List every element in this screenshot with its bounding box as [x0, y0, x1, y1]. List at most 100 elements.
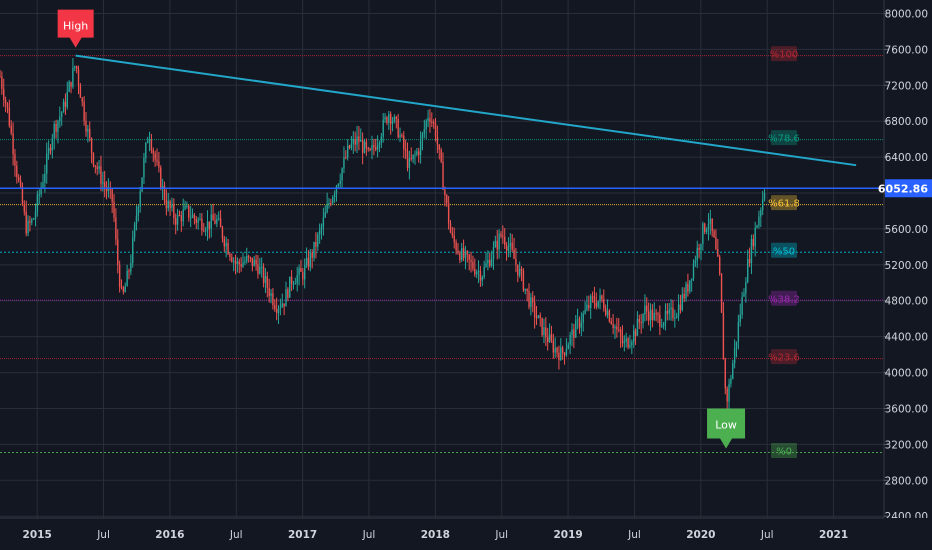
candle-body — [698, 247, 700, 250]
candle-body — [750, 239, 753, 264]
candle-body — [305, 257, 308, 266]
candle-body — [176, 215, 179, 225]
candle-body — [324, 212, 326, 218]
candle-body — [475, 271, 478, 275]
fib-label: %78.6 — [768, 134, 800, 145]
candle-body — [436, 136, 439, 145]
candle-body — [668, 309, 670, 314]
candle-body — [681, 294, 683, 311]
candle-body — [455, 242, 457, 251]
candle-body — [687, 283, 689, 292]
candle-body — [246, 255, 248, 262]
candle-body — [610, 321, 612, 325]
fib-label: %23.6 — [768, 353, 800, 364]
candle-body — [89, 128, 91, 139]
candle-body — [141, 177, 143, 192]
candle-body — [262, 266, 265, 283]
candle-body — [137, 206, 140, 216]
time-axis[interactable]: 2015 Jul 2016 Jul 2017 Jul 2018 Jul 2019 Jul 2020 J… — [0, 517, 932, 550]
price-tick-label: 4400.00 — [885, 332, 928, 344]
candle-body — [591, 296, 594, 298]
candle-body — [66, 91, 68, 107]
candle-body — [702, 223, 704, 245]
candle-body — [317, 234, 319, 247]
time-tick-label: 2017 — [288, 529, 317, 541]
candle-body — [337, 183, 340, 187]
candle-body — [98, 166, 100, 169]
candle-body — [558, 352, 560, 361]
candle-body — [85, 120, 87, 132]
candle-body — [152, 150, 154, 154]
candle-body — [410, 158, 412, 160]
high-marker: High — [57, 9, 94, 48]
candle-body — [266, 276, 269, 289]
candle-body — [21, 186, 24, 205]
candle-body — [315, 241, 317, 247]
candle-body — [569, 334, 571, 345]
candle-body — [752, 239, 755, 247]
candle-body — [756, 225, 758, 228]
candle-body — [210, 214, 212, 229]
candle-body — [649, 309, 652, 321]
candle-body — [737, 322, 740, 342]
candle-body — [294, 283, 297, 285]
candle-body — [102, 182, 104, 184]
candle-body — [55, 123, 57, 132]
candle-body — [298, 268, 300, 276]
candle-body — [442, 161, 444, 190]
candle-body — [195, 218, 197, 223]
candle-body — [423, 129, 426, 134]
candle-body — [19, 180, 22, 187]
candle-body — [107, 188, 110, 192]
candle-body — [182, 209, 184, 222]
candle-body — [111, 189, 113, 202]
marker-label: High — [63, 20, 88, 33]
candle-body — [461, 248, 463, 261]
candle-body — [707, 224, 710, 230]
candle-body — [92, 153, 95, 166]
candle-body — [464, 251, 467, 258]
candle-body — [754, 227, 756, 247]
candle-body — [352, 139, 354, 144]
candle-body — [659, 314, 661, 327]
candle-body — [4, 99, 7, 104]
fib-levels: %100 %78.6 %61.8 %50 %38.2 %23.6 %0 — [0, 46, 884, 458]
trendline-group — [75, 54, 857, 167]
candle-body — [32, 218, 35, 220]
candle-body — [335, 186, 338, 194]
candle-body — [49, 147, 52, 151]
candle-body — [17, 177, 20, 181]
price-tick-label: 7200.00 — [885, 80, 928, 92]
candle-body — [218, 218, 220, 220]
candle-body — [554, 347, 556, 353]
candle-body — [700, 244, 702, 250]
candle-body — [496, 240, 498, 250]
candle-body — [718, 256, 721, 274]
candle-body — [541, 317, 543, 335]
candle-body — [281, 303, 283, 308]
candle-body — [175, 218, 177, 225]
fib-label-box — [771, 442, 797, 458]
candle-body — [606, 310, 609, 315]
candle-body — [728, 383, 730, 402]
candle-body — [120, 287, 123, 289]
candle-body — [103, 182, 106, 187]
candle-body — [356, 136, 358, 145]
time-tick-label: Jul — [760, 529, 774, 541]
candle-body — [518, 268, 521, 276]
candle-body — [191, 214, 194, 218]
candle-body — [247, 255, 250, 258]
candle-body — [623, 341, 626, 344]
candle-body — [509, 242, 512, 247]
candle-body — [146, 141, 149, 144]
time-tick-label: 2019 — [553, 529, 582, 541]
candle-body — [255, 259, 257, 265]
trendline — [75, 54, 857, 167]
candle-body — [722, 312, 725, 360]
fib-label: %61.8 — [768, 199, 800, 210]
candle-body — [171, 204, 173, 208]
candle-body — [447, 203, 450, 224]
candle-body — [283, 303, 285, 307]
candle-body — [507, 246, 510, 251]
